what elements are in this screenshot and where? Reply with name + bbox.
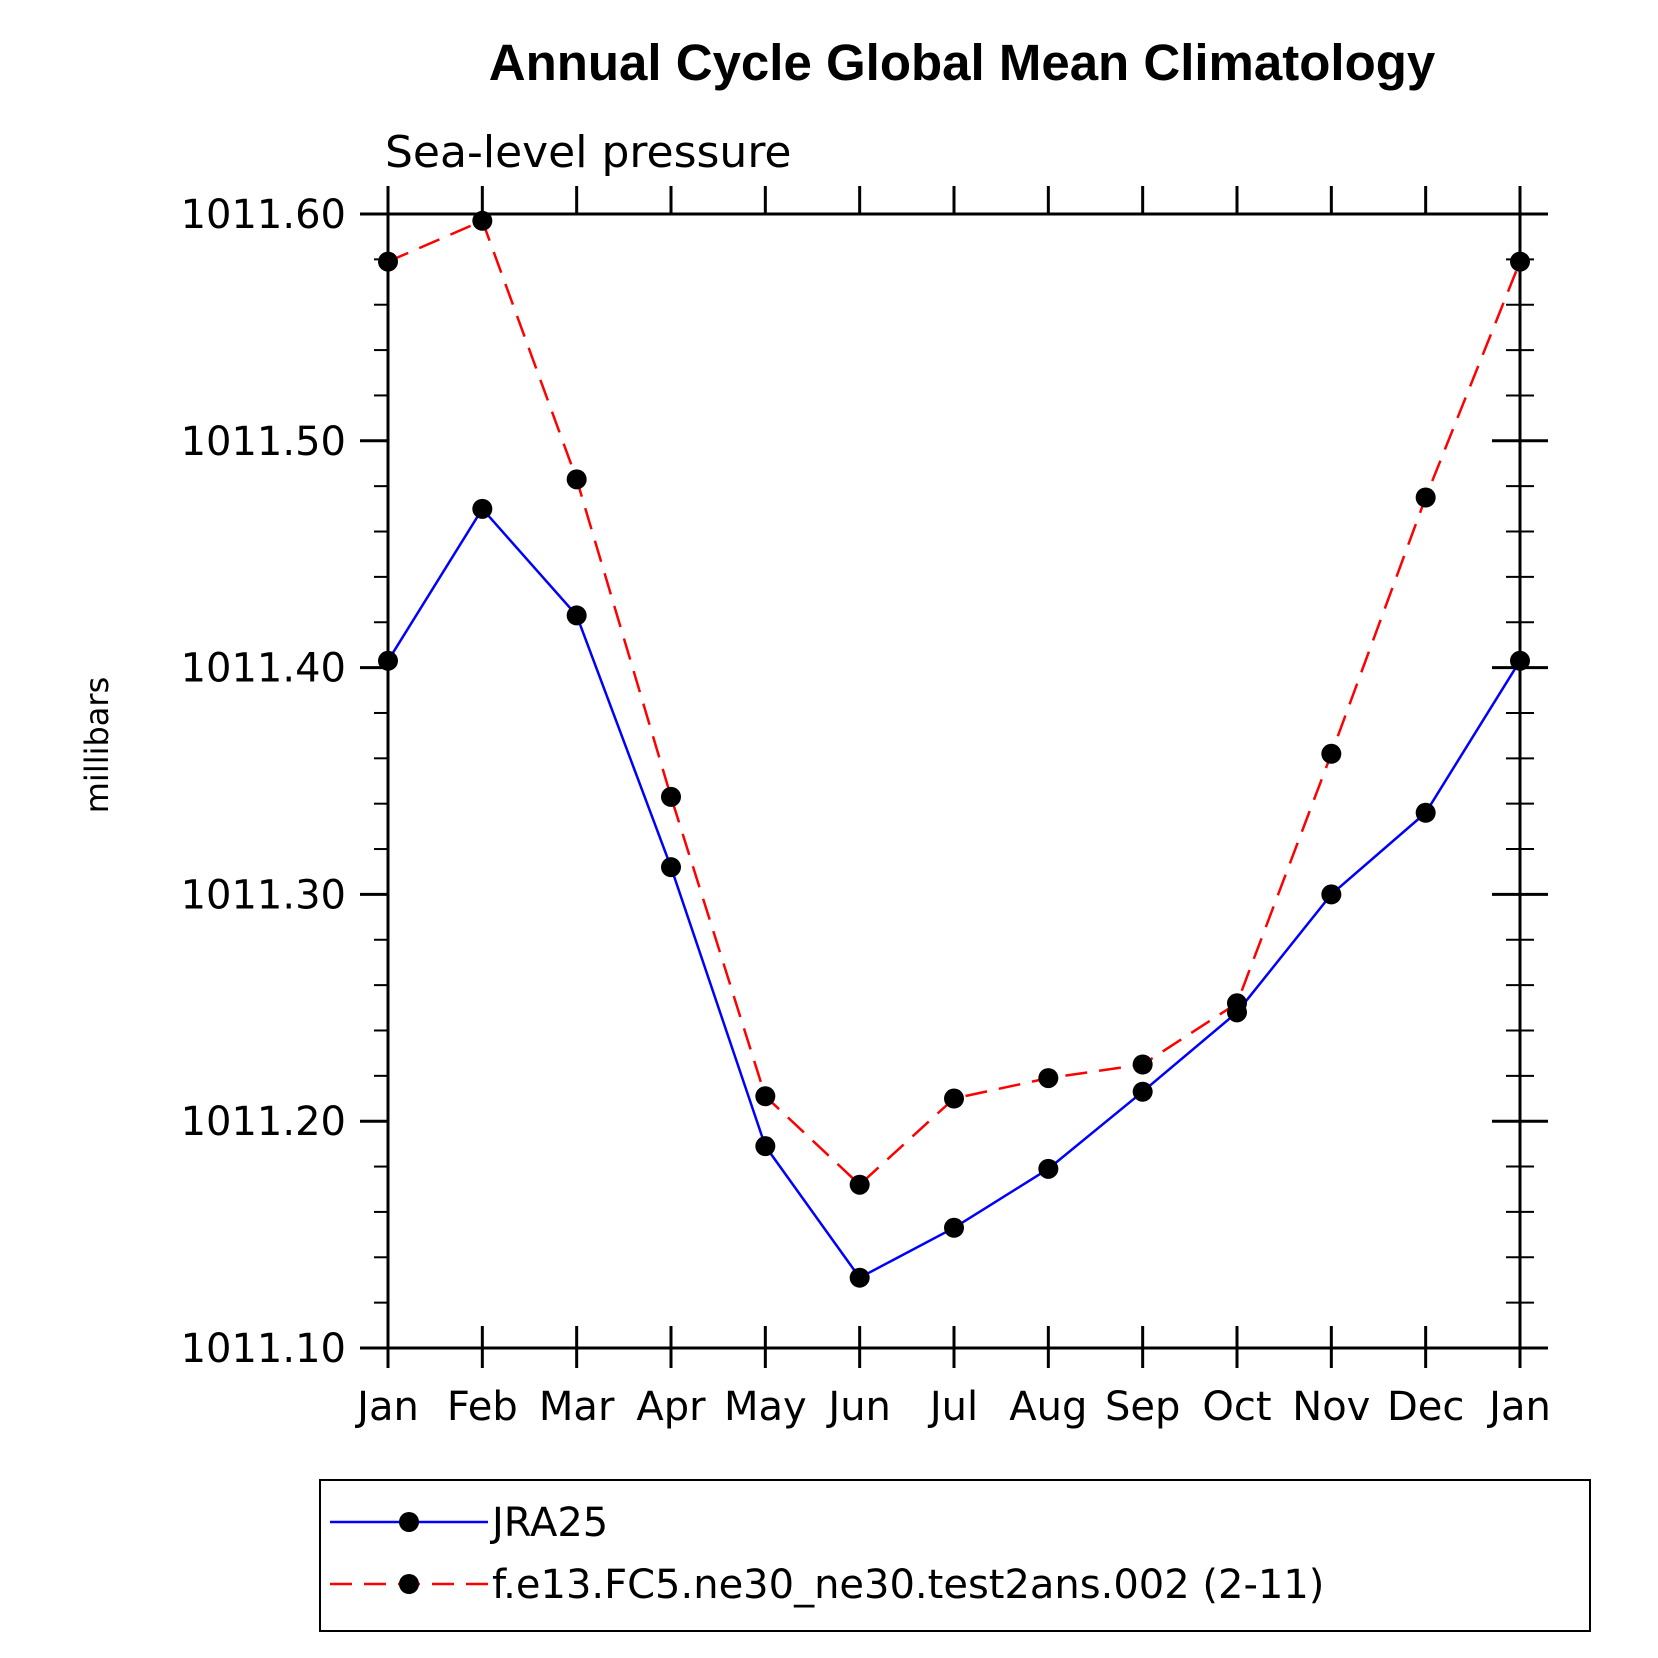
series-2-point — [755, 1086, 776, 1107]
series-1-point — [755, 1136, 776, 1157]
series-2-point — [1510, 251, 1530, 272]
chart-subtitle: Sea-level pressure — [385, 127, 792, 178]
legend-label-1: JRA25 — [489, 1500, 608, 1546]
legend-marker-1 — [399, 1512, 419, 1532]
series-2-point — [1415, 487, 1436, 508]
x-tick-label: Jul — [927, 1384, 978, 1430]
x-tick-label: Apr — [636, 1384, 706, 1430]
series-1-point — [1415, 802, 1436, 823]
y-tick-label: 1011.20 — [181, 1099, 346, 1145]
series-1-point — [1510, 650, 1530, 671]
x-tick-label: Feb — [447, 1384, 518, 1430]
series-2-point — [1038, 1068, 1059, 1089]
chart-title: Annual Cycle Global Mean Climatology — [489, 34, 1436, 91]
x-tick-label: Dec — [1387, 1384, 1464, 1430]
series-2-point — [472, 210, 493, 231]
y-tick-label: 1011.30 — [181, 872, 346, 918]
legend-label-2: f.e13.FC5.ne30_ne30.test2ans.002 (2-11) — [492, 1562, 1324, 1608]
series-2-point — [849, 1174, 870, 1195]
x-tick-label: Jan — [354, 1384, 419, 1430]
y-tick-label: 1011.40 — [181, 646, 346, 692]
series-1-point — [1321, 884, 1342, 905]
series-line-2 — [387, 219, 1522, 1187]
y-axis-label: millibars — [78, 677, 116, 813]
y-tick-label: 1011.10 — [181, 1326, 346, 1372]
series-1-point — [566, 605, 587, 626]
legend-marker-2 — [399, 1574, 419, 1594]
x-tick-label: May — [724, 1384, 807, 1430]
axis-ticks: Jan Feb Mar Apr May Jun Jul Aug Sep Oct Nov Dec Jan1… — [181, 186, 1551, 1430]
series-1-point — [378, 650, 398, 671]
series-1-point — [944, 1217, 964, 1238]
series-2-point — [944, 1088, 964, 1109]
series-2-point — [661, 786, 681, 807]
x-tick-label: Jan — [1486, 1384, 1551, 1430]
series-2-point — [378, 251, 398, 272]
series-2-point — [1321, 743, 1342, 764]
legend: JRA25 f.e13.FC5.ne30_ne30.test2ans.002 (2… — [330, 1500, 1324, 1608]
series-layer — [378, 210, 1530, 1288]
series-1-point — [472, 498, 493, 519]
x-tick-label: Sep — [1105, 1384, 1180, 1430]
series-line-1 — [386, 506, 1522, 1280]
x-tick-label: Mar — [539, 1384, 615, 1430]
plot-frame — [386, 212, 1522, 1350]
y-tick-label: 1011.60 — [181, 192, 346, 238]
series-2-point — [1132, 1054, 1153, 1075]
series-1-point — [661, 857, 681, 878]
x-tick-label: Nov — [1292, 1384, 1370, 1430]
y-tick-label: 1011.50 — [181, 419, 346, 465]
x-tick-label: Aug — [1009, 1384, 1087, 1430]
series-1-point — [849, 1267, 870, 1288]
series-1-point — [1038, 1158, 1059, 1179]
legend-box — [319, 1479, 1591, 1632]
x-tick-label: Oct — [1202, 1384, 1271, 1430]
series-2-point — [566, 469, 587, 490]
x-tick-label: Jun — [825, 1384, 891, 1430]
series-1-point — [1132, 1081, 1153, 1102]
series-2-point — [1227, 993, 1247, 1014]
